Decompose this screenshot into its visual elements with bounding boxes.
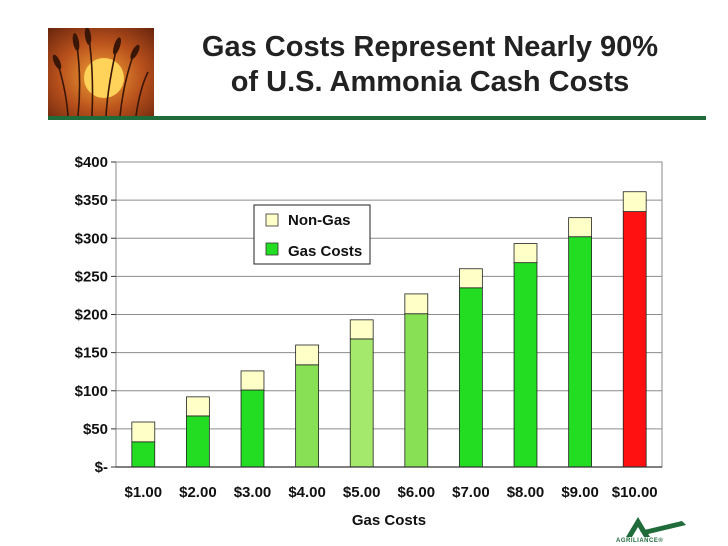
y-tick-label: $200 bbox=[75, 307, 108, 324]
bar-non-gas bbox=[513, 243, 538, 264]
x-tick-label: $6.00 bbox=[398, 484, 436, 501]
bar-non-gas bbox=[404, 293, 429, 315]
slide-title: Gas Costs Represent Nearly 90% of U.S. A… bbox=[170, 30, 690, 100]
bar-gas-costs bbox=[404, 313, 429, 468]
x-tick-label: $10.00 bbox=[612, 484, 658, 501]
y-tick-label: $250 bbox=[75, 268, 108, 285]
y-tick-label: $350 bbox=[75, 192, 108, 209]
bar-non-gas bbox=[186, 396, 210, 417]
x-tick-label: $7.00 bbox=[452, 484, 490, 501]
bar-gas-costs bbox=[186, 415, 210, 468]
bar-non-gas bbox=[349, 319, 374, 340]
legend-swatch-non-gas bbox=[265, 213, 279, 227]
bar-gas-costs bbox=[295, 364, 319, 468]
y-tick-label: $300 bbox=[75, 230, 108, 247]
legend-label-non-gas: Non-Gas bbox=[288, 212, 351, 229]
y-axis-ticks: $- $50 $100 $150 $200 $250 $300 $350 $400 bbox=[75, 154, 116, 476]
bar-non-gas bbox=[295, 344, 319, 366]
bar-gas-costs bbox=[131, 441, 156, 468]
bar-gas-costs bbox=[240, 389, 265, 468]
sunset-wheat-photo bbox=[48, 28, 154, 116]
bar-non-gas bbox=[622, 191, 647, 212]
y-tick-label: $50 bbox=[83, 421, 108, 438]
agriliance-wordmark: AGRILIANCE® bbox=[616, 538, 664, 544]
bar-gas-costs bbox=[513, 262, 538, 468]
legend-swatch-gas-costs bbox=[265, 242, 279, 256]
y-tick-label: $- bbox=[95, 459, 108, 476]
bar-gas-costs bbox=[568, 236, 592, 468]
bar-gas-costs bbox=[622, 211, 647, 468]
x-axis-title: Gas Costs bbox=[352, 512, 426, 529]
x-tick-label: $5.00 bbox=[343, 484, 381, 501]
header-rule bbox=[48, 116, 706, 120]
slide-title-line1: Gas Costs Represent Nearly 90% bbox=[201, 31, 659, 63]
legend: Non-Gas Gas Costs bbox=[253, 204, 371, 265]
bar-non-gas bbox=[240, 370, 265, 391]
y-tick-label: $150 bbox=[75, 345, 108, 362]
slide-title-line2: of U.S. Ammonia Cash Costs bbox=[230, 66, 630, 98]
bar-non-gas bbox=[459, 268, 483, 289]
y-tick-label: $400 bbox=[75, 154, 108, 171]
x-tick-label: $1.00 bbox=[125, 484, 163, 501]
bar-gas-costs bbox=[349, 338, 374, 468]
bar-non-gas bbox=[568, 217, 592, 238]
agriliance-logo bbox=[626, 517, 686, 537]
x-tick-label: $9.00 bbox=[561, 484, 599, 501]
x-axis-ticks: $1.00 $2.00 $3.00 $4.00 $5.00 $6.00 $7.00 $8.00… bbox=[116, 466, 662, 501]
x-tick-label: $4.00 bbox=[288, 484, 326, 501]
bar-gas-costs bbox=[459, 287, 483, 468]
x-tick-label: $8.00 bbox=[507, 484, 545, 501]
bars bbox=[131, 191, 647, 468]
x-tick-label: $3.00 bbox=[234, 484, 272, 501]
y-tick-label: $100 bbox=[75, 383, 108, 400]
bar-non-gas bbox=[131, 421, 156, 443]
legend-label-gas-costs: Gas Costs bbox=[288, 243, 362, 260]
x-tick-label: $2.00 bbox=[179, 484, 217, 501]
